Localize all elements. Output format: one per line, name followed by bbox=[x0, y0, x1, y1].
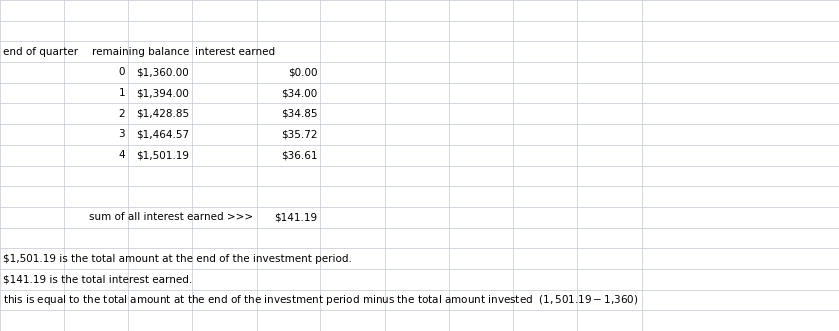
Text: $1,394.00: $1,394.00 bbox=[136, 88, 189, 98]
Text: 2: 2 bbox=[118, 109, 125, 119]
Text: 4: 4 bbox=[118, 150, 125, 160]
Text: $1,501.19 is the total amount at the end of the investment period.: $1,501.19 is the total amount at the end… bbox=[3, 254, 352, 263]
Text: $1,428.85: $1,428.85 bbox=[136, 109, 189, 119]
Text: $141.19 is the total interest earned.: $141.19 is the total interest earned. bbox=[3, 274, 193, 284]
Text: $1,360.00: $1,360.00 bbox=[136, 68, 189, 77]
Text: remaining balance: remaining balance bbox=[91, 47, 189, 57]
Text: 0: 0 bbox=[118, 68, 125, 77]
Text: sum of all interest earned >>>: sum of all interest earned >>> bbox=[89, 212, 253, 222]
Text: $1,501.19: $1,501.19 bbox=[136, 150, 189, 160]
Text: $36.61: $36.61 bbox=[280, 150, 317, 160]
Text: 1: 1 bbox=[118, 88, 125, 98]
Text: $34.85: $34.85 bbox=[280, 109, 317, 119]
Text: $35.72: $35.72 bbox=[280, 129, 317, 139]
Text: 3: 3 bbox=[118, 129, 125, 139]
Text: interest earned: interest earned bbox=[195, 47, 276, 57]
Text: $34.00: $34.00 bbox=[281, 88, 317, 98]
Text: $1,464.57: $1,464.57 bbox=[136, 129, 189, 139]
Text: $0.00: $0.00 bbox=[288, 68, 317, 77]
Text: $141.19: $141.19 bbox=[274, 212, 317, 222]
Text: end of quarter: end of quarter bbox=[3, 47, 79, 57]
Text: this is equal to the total amount at the end of the investment period minus the : this is equal to the total amount at the… bbox=[3, 293, 638, 307]
